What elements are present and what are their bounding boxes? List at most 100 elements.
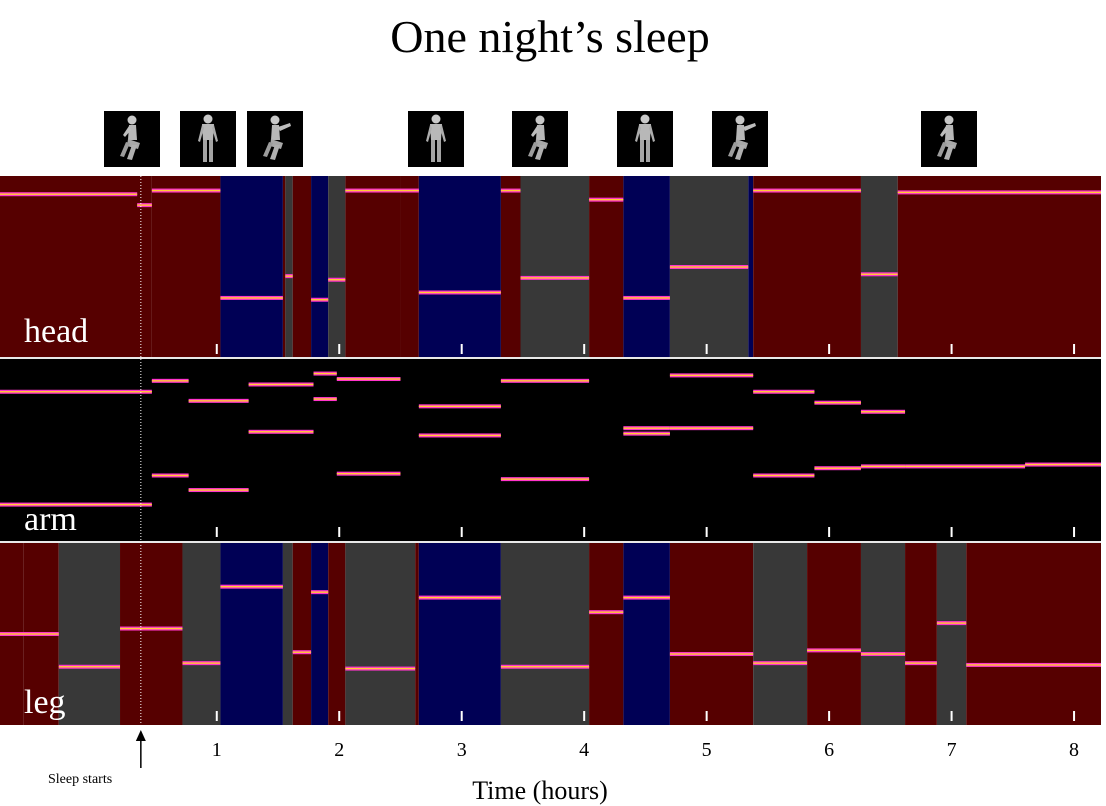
head-state-segment	[0, 176, 152, 358]
arm-panel-label: arm	[24, 501, 77, 538]
x-tick-label: 7	[947, 739, 957, 761]
leg-trace-core	[966, 664, 1101, 666]
leg-state-segment	[415, 543, 419, 725]
head-trace-core	[311, 299, 329, 301]
leg-state-segment	[292, 543, 312, 725]
posture-figure-icon	[617, 111, 673, 167]
x-tick-label: 5	[702, 739, 712, 761]
arm-trace-core	[860, 411, 906, 413]
head-state-segment	[748, 176, 754, 358]
leg-trace-core	[936, 622, 967, 624]
leg-state-segment	[589, 543, 624, 725]
leg-state-segment	[966, 543, 1101, 725]
head-state-segment	[589, 176, 624, 358]
posture-figure-icon	[408, 111, 464, 167]
leg-trace-core	[311, 591, 329, 593]
head-trace-core	[151, 189, 221, 192]
head-trace-core	[753, 189, 861, 192]
leg-trace-core	[623, 596, 670, 599]
leg-trace-core	[0, 633, 59, 635]
leg-trace-core	[669, 653, 754, 655]
leg-trace-core	[345, 667, 416, 670]
head-trace-core	[328, 279, 346, 281]
arm-trace-core	[188, 489, 249, 491]
head-trace-core	[897, 191, 1101, 194]
arm-trace-core	[905, 465, 1026, 468]
posture-figure-icon	[921, 111, 977, 167]
leg-panel-label: leg	[24, 684, 66, 721]
head-trace-core	[345, 189, 419, 192]
head-state-segment	[311, 176, 329, 358]
head-state-segment	[897, 176, 1101, 358]
x-axis-label: Time (hours)	[472, 776, 608, 805]
head-trace-core	[0, 193, 138, 195]
head-trace-core	[285, 275, 293, 277]
arm-trace-core	[753, 391, 815, 393]
leg-trace-core	[182, 662, 221, 664]
arm-trace-core	[669, 374, 754, 377]
posture-figure-icon	[180, 111, 236, 167]
arm-trace-core	[623, 427, 670, 429]
arm-trace-core	[623, 432, 670, 435]
head-trace-core	[500, 189, 521, 192]
leg-trace-core	[292, 651, 312, 653]
panel-separator	[0, 357, 1101, 359]
arm-trace-core	[248, 383, 314, 386]
arm-trace-core	[418, 405, 501, 408]
leg-state-segment	[328, 543, 346, 725]
head-state-segment	[500, 176, 521, 358]
leg-state-segment	[860, 543, 906, 725]
leg-trace-core	[860, 653, 906, 655]
arm-state-segment	[0, 359, 1101, 541]
leg-trace-core	[418, 596, 501, 599]
arm-trace-core	[0, 503, 152, 506]
head-state-segment	[345, 176, 401, 358]
head-state-segment	[220, 176, 283, 358]
head-trace-core	[137, 204, 152, 206]
head-trace-core	[623, 297, 670, 299]
arm-trace-core	[814, 467, 861, 469]
leg-state-segment	[220, 543, 283, 725]
head-trace-core	[418, 291, 501, 294]
arm-trace-core	[1025, 463, 1101, 466]
leg-state-segment	[500, 543, 590, 725]
arm-trace-core	[336, 472, 401, 475]
leg-state-segment	[58, 543, 121, 725]
head-panel-label: head	[24, 313, 88, 350]
head-trace-core	[220, 297, 283, 299]
head-trace-core	[520, 277, 590, 279]
leg-trace-core	[589, 611, 624, 613]
leg-trace-core	[753, 662, 808, 664]
head-state-segment	[151, 176, 221, 358]
leg-state-segment	[120, 543, 183, 725]
arm-trace-core	[860, 465, 906, 468]
leg-trace-core	[807, 649, 861, 652]
x-tick-label: 2	[334, 739, 344, 761]
head-trace-core	[589, 198, 624, 201]
leg-state-segment	[807, 543, 861, 725]
head-trace-core	[669, 266, 749, 268]
x-tick-label: 4	[579, 739, 589, 761]
leg-state-segment	[182, 543, 221, 725]
sleep-starts-label: Sleep starts	[48, 772, 113, 787]
arm-trace-core	[418, 434, 501, 437]
leg-state-segment	[311, 543, 329, 725]
arm-trace-core	[313, 372, 337, 375]
leg-trace-core	[500, 666, 590, 668]
arm-trace-core	[151, 380, 189, 382]
sleep-start-arrow-head	[135, 730, 146, 741]
chart-title: One night’s sleep	[390, 11, 710, 62]
arm-trace-core	[0, 391, 152, 393]
posture-figure-icon	[512, 111, 568, 167]
leg-state-segment	[623, 543, 670, 725]
arm-trace-core	[151, 474, 189, 477]
arm-trace-core	[814, 401, 861, 404]
head-state-segment	[623, 176, 670, 358]
arm-trace-core	[669, 427, 754, 429]
leg-state-segment	[753, 543, 808, 725]
x-tick-label: 6	[824, 739, 834, 761]
arm-trace-core	[753, 474, 815, 477]
x-tick-label: 8	[1069, 739, 1079, 761]
leg-state-segment	[282, 543, 293, 725]
arm-trace-core	[248, 431, 314, 433]
